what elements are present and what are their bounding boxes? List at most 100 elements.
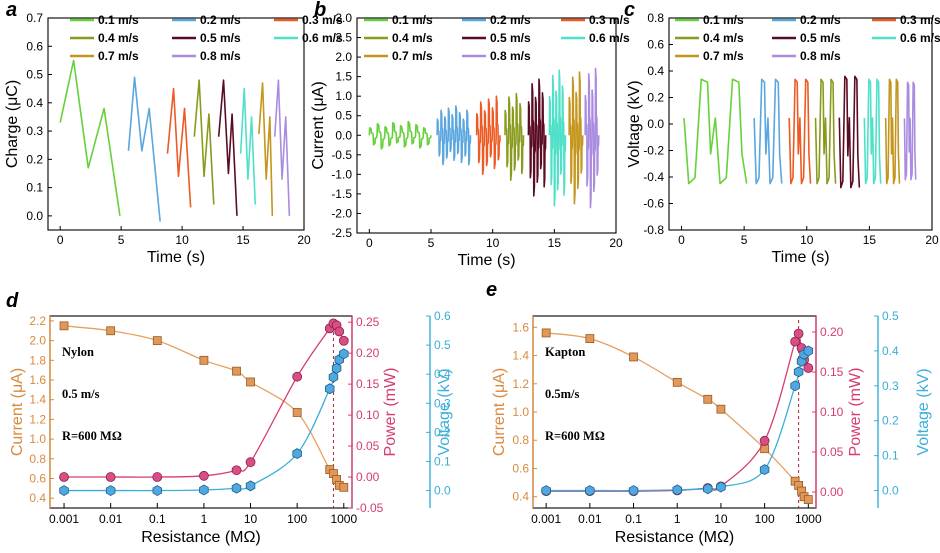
voltage-marker bbox=[199, 484, 209, 496]
x-axis-title: Time (s) bbox=[147, 249, 205, 266]
y-tick-label: -1.5 bbox=[331, 187, 352, 201]
series-line-c-2 bbox=[753, 78, 783, 185]
x-tick-label: 10 bbox=[175, 233, 189, 247]
x-tick-label: 5 bbox=[741, 233, 748, 247]
current-marker bbox=[703, 394, 713, 404]
voltage-marker bbox=[339, 348, 349, 360]
series-line-b-7 bbox=[568, 71, 584, 205]
y-tick-label: 0.7 bbox=[26, 11, 43, 25]
plot-frame-b bbox=[356, 17, 617, 234]
x-tick-label: 5 bbox=[118, 233, 125, 247]
series-line-b-2 bbox=[436, 105, 472, 166]
power-tick-label: 0.00 bbox=[356, 470, 380, 484]
y-axis-title: Current (μA) bbox=[310, 81, 327, 169]
voltage-marker bbox=[628, 485, 639, 497]
current-tick-label: 0.8 bbox=[512, 433, 529, 447]
legend-label: 0.7 m/s bbox=[703, 49, 744, 63]
current-marker bbox=[246, 377, 255, 387]
power-marker bbox=[245, 457, 256, 468]
current-marker bbox=[629, 352, 638, 362]
voltage-tick-label: 0.1 bbox=[882, 449, 899, 463]
series-line-a-3 bbox=[166, 87, 192, 208]
voltage-tick-label: 0.5 bbox=[434, 338, 451, 352]
annotation-text: 0.5 m/s bbox=[62, 387, 100, 401]
power-tick-label: 0.05 bbox=[820, 445, 844, 459]
current-marker bbox=[716, 404, 726, 414]
power-tick-label: -0.05 bbox=[356, 501, 384, 515]
power-marker bbox=[793, 328, 804, 339]
legend-label: 0.6 m/s bbox=[589, 31, 630, 45]
panel-letter-d: d bbox=[6, 290, 19, 312]
legend-label: 0.5 m/s bbox=[200, 31, 241, 45]
voltage-tick-label: 0.0 bbox=[434, 484, 451, 498]
series-line-a-5 bbox=[217, 79, 238, 216]
voltage-marker bbox=[793, 366, 804, 378]
x-tick-label: 0.01 bbox=[578, 512, 602, 526]
voltage-marker bbox=[585, 485, 595, 497]
voltage-marker bbox=[328, 371, 339, 383]
power-tick-label: 0.20 bbox=[820, 325, 844, 339]
voltage-marker bbox=[245, 480, 256, 492]
y-tick-label: -0.6 bbox=[643, 197, 664, 211]
voltage-tick-label: 0.1 bbox=[434, 454, 451, 468]
y-tick-label: 0.2 bbox=[647, 91, 664, 105]
power-marker bbox=[59, 472, 69, 482]
x-tick-label: 10 bbox=[800, 233, 814, 247]
voltage-marker bbox=[716, 481, 726, 493]
current-tick-label: 1.2 bbox=[29, 412, 46, 426]
current-axis-title: Current (μA) bbox=[9, 368, 26, 456]
current-tick-label: 0.4 bbox=[512, 490, 529, 504]
annotation-text: 0.5m/s bbox=[545, 387, 580, 401]
current-marker bbox=[803, 495, 813, 504]
y-tick-label: 2.0 bbox=[335, 50, 352, 64]
power-marker bbox=[152, 472, 163, 482]
series-line-c-6 bbox=[863, 78, 882, 185]
y-tick-label: 0.5 bbox=[26, 68, 43, 82]
legend-label: 0.8 m/s bbox=[490, 49, 531, 63]
x-tick-label: 0.001 bbox=[49, 512, 79, 526]
annotation-text: R=600 MΩ bbox=[545, 429, 605, 443]
y-axis-title: Charge (μC) bbox=[4, 80, 21, 168]
y-tick-label: 0.2 bbox=[26, 152, 43, 166]
power-marker bbox=[292, 371, 303, 382]
voltage-marker bbox=[325, 383, 335, 395]
power-tick-label: 0.10 bbox=[356, 408, 380, 422]
y-tick-label: -0.4 bbox=[643, 170, 664, 184]
y-tick-label: -2.0 bbox=[331, 206, 352, 220]
power-marker bbox=[803, 363, 814, 373]
voltage-marker bbox=[59, 485, 69, 497]
series-line-b-1 bbox=[368, 120, 432, 150]
current-tick-label: 1.6 bbox=[512, 320, 529, 334]
y-axis-title: Voltage (kV) bbox=[626, 80, 643, 167]
legend-label: 0.3 m/s bbox=[302, 13, 343, 27]
voltage-tick-label: 0.4 bbox=[882, 344, 899, 358]
y-tick-label: 0.5 bbox=[335, 109, 352, 123]
series-line-a-7 bbox=[258, 82, 274, 216]
legend-label: 0.2 m/s bbox=[800, 13, 841, 27]
y-tick-label: 0.4 bbox=[26, 96, 43, 110]
x-tick-label: 0 bbox=[366, 236, 373, 250]
current-tick-label: 1.0 bbox=[512, 405, 529, 419]
series-line-b-5 bbox=[527, 78, 547, 197]
y-tick-label: -0.2 bbox=[643, 144, 664, 158]
power-axis-title: Power (mW) bbox=[382, 368, 399, 457]
x-tick-label: 1000 bbox=[330, 512, 357, 526]
series-line-c-3 bbox=[788, 78, 812, 185]
legend-label: 0.1 m/s bbox=[392, 13, 433, 27]
legend-label: 0.5 m/s bbox=[800, 31, 841, 45]
voltage-marker bbox=[292, 448, 302, 460]
current-marker bbox=[541, 328, 551, 338]
legend-label: 0.2 m/s bbox=[490, 13, 531, 27]
legend-label: 0.7 m/s bbox=[98, 49, 139, 63]
voltage-tick-label: 0.2 bbox=[434, 425, 451, 439]
x-axis-title: Resistance (MΩ) bbox=[615, 529, 735, 546]
y-tick-label: -0.5 bbox=[331, 148, 352, 162]
x-tick-label: 100 bbox=[755, 512, 775, 526]
x-tick-label: 15 bbox=[548, 236, 562, 250]
x-tick-label: 1 bbox=[674, 512, 681, 526]
current-axis-title: Current (μA) bbox=[491, 368, 508, 456]
current-tick-label: 0.6 bbox=[29, 471, 46, 485]
voltage-marker bbox=[703, 483, 713, 495]
voltage-tick-label: 0.3 bbox=[882, 379, 899, 393]
y-tick-label: 0.1 bbox=[26, 181, 43, 195]
